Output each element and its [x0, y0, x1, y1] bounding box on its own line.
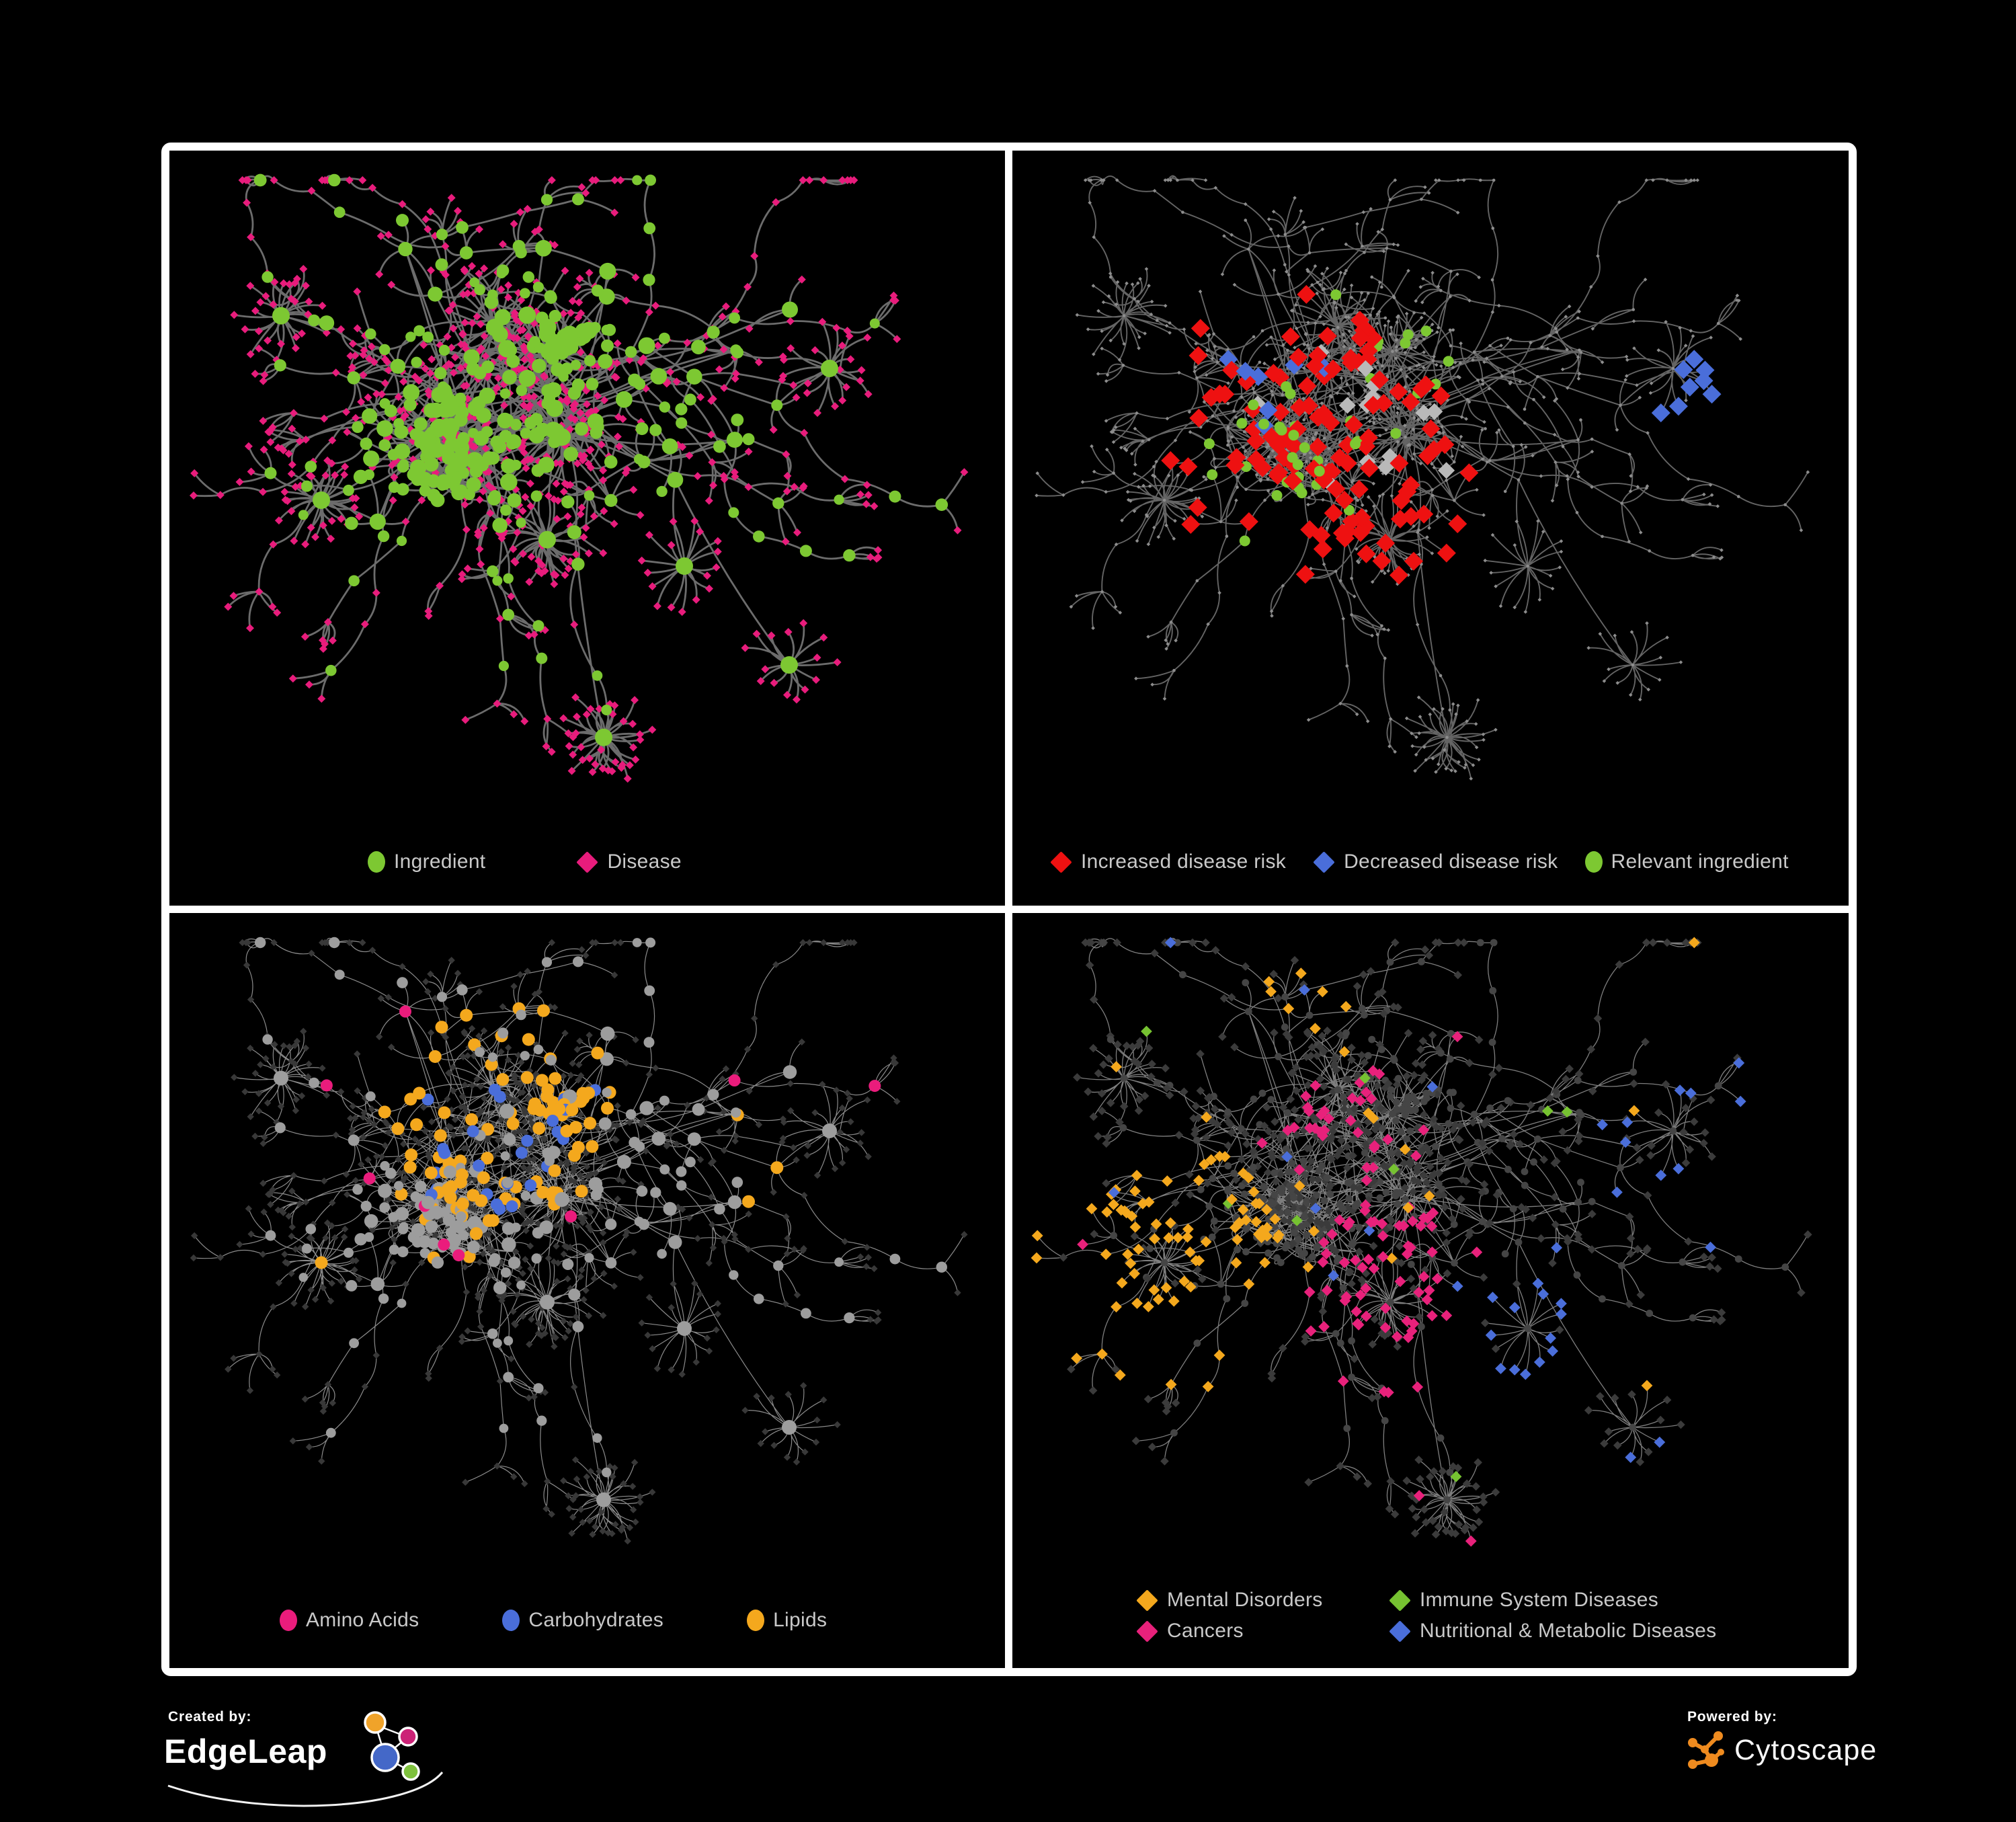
diamond-marker-icon [1313, 850, 1335, 873]
legend-label: Mental Disorders [1167, 1589, 1323, 1611]
cytoscape-branding: Powered by: Cytoscape [1679, 1708, 1921, 1795]
panel-nutrient-classes: Amino Acids Carbohydrates Lipids [169, 913, 1005, 1668]
legend-item-immune-system-diseases: Immune System Diseases [1389, 1589, 1716, 1612]
legend-item-increased-disease-risk: Increased disease risk [1050, 851, 1286, 873]
powered-by-label: Powered by: [1687, 1709, 1777, 1725]
circle-marker-icon [747, 1610, 765, 1631]
diamond-marker-icon [1136, 1589, 1158, 1612]
panel-disease-risk: Increased disease risk Decreased disease … [1012, 151, 1849, 906]
edgeleap-wordmark: EdgeLeap [164, 1733, 327, 1770]
cytoscape-logo-icon [1688, 1731, 1724, 1769]
disease-risk-network-graph [1035, 175, 1810, 781]
edgeleap-logo-icon [167, 1711, 444, 1807]
legend-disease-risk: Increased disease risk Decreased disease … [1050, 851, 1789, 873]
legend-disease-categories: Mental Disorders Immune System Diseases Ca… [1136, 1589, 1716, 1642]
circle-marker-icon [1584, 851, 1603, 873]
legend-ingredient-disease: Ingredient Disease [368, 851, 682, 873]
disease-categories-network-graph [1031, 937, 1812, 1547]
legend-item-disease: Disease [576, 850, 682, 873]
legend-label: Relevant ingredient [1611, 850, 1789, 873]
legend-label: Ingredient [394, 850, 486, 873]
diamond-marker-icon [1050, 850, 1072, 873]
cytoscape-wordmark: Cytoscape [1734, 1733, 1878, 1766]
panel-disease-categories: Mental Disorders Immune System Diseases Ca… [1012, 913, 1849, 1668]
legend-item-ingredient: Ingredient [368, 851, 485, 873]
legend-item-cancers: Cancers [1136, 1620, 1389, 1642]
legend-label: Decreased disease risk [1344, 850, 1558, 873]
circle-marker-icon [368, 851, 385, 873]
legend-item-mental-disorders: Mental Disorders [1136, 1589, 1389, 1612]
diamond-marker-icon [576, 850, 599, 873]
legend-label: Nutritional & Metabolic Diseases [1420, 1620, 1717, 1642]
legend-nutrient-classes: Amino Acids Carbohydrates Lipids [280, 1610, 827, 1631]
panel-ingredient-disease: Ingredient Disease [169, 151, 1005, 906]
diamond-marker-icon [1136, 1620, 1158, 1642]
legend-label: Immune System Diseases [1420, 1589, 1659, 1611]
legend-label: Lipids [773, 1609, 828, 1631]
legend-item-lipids: Lipids [747, 1610, 827, 1631]
legend-item-carbohydrates: Carbohydrates [502, 1610, 663, 1631]
legend-item-amino-acids: Amino Acids [280, 1610, 419, 1631]
legend-label: Cancers [1167, 1620, 1244, 1642]
legend-item-decreased-disease-risk: Decreased disease risk [1313, 851, 1558, 873]
legend-label: Amino Acids [306, 1609, 419, 1631]
legend-label: Increased disease risk [1081, 850, 1287, 873]
legend-item-relevant-ingredient: Relevant ingredient [1584, 850, 1789, 873]
created-by-label: Created by: [168, 1709, 252, 1725]
edgeleap-branding: Created by: EdgeLeap [161, 1708, 471, 1822]
nutrient-classes-network-graph [190, 937, 968, 1545]
circle-marker-icon [502, 1610, 520, 1631]
circle-marker-icon [280, 1610, 297, 1631]
panel-grid-frame: Ingredient Disease Increased disease risk… [161, 143, 1857, 1676]
legend-label: Disease [607, 850, 682, 873]
ingredient-disease-network-graph [190, 173, 969, 783]
legend-label: Carbohydrates [528, 1609, 664, 1631]
diamond-marker-icon [1389, 1620, 1411, 1642]
diamond-marker-icon [1389, 1589, 1411, 1612]
legend-item-nutritional-metabolic-diseases: Nutritional & Metabolic Diseases [1389, 1620, 1716, 1642]
